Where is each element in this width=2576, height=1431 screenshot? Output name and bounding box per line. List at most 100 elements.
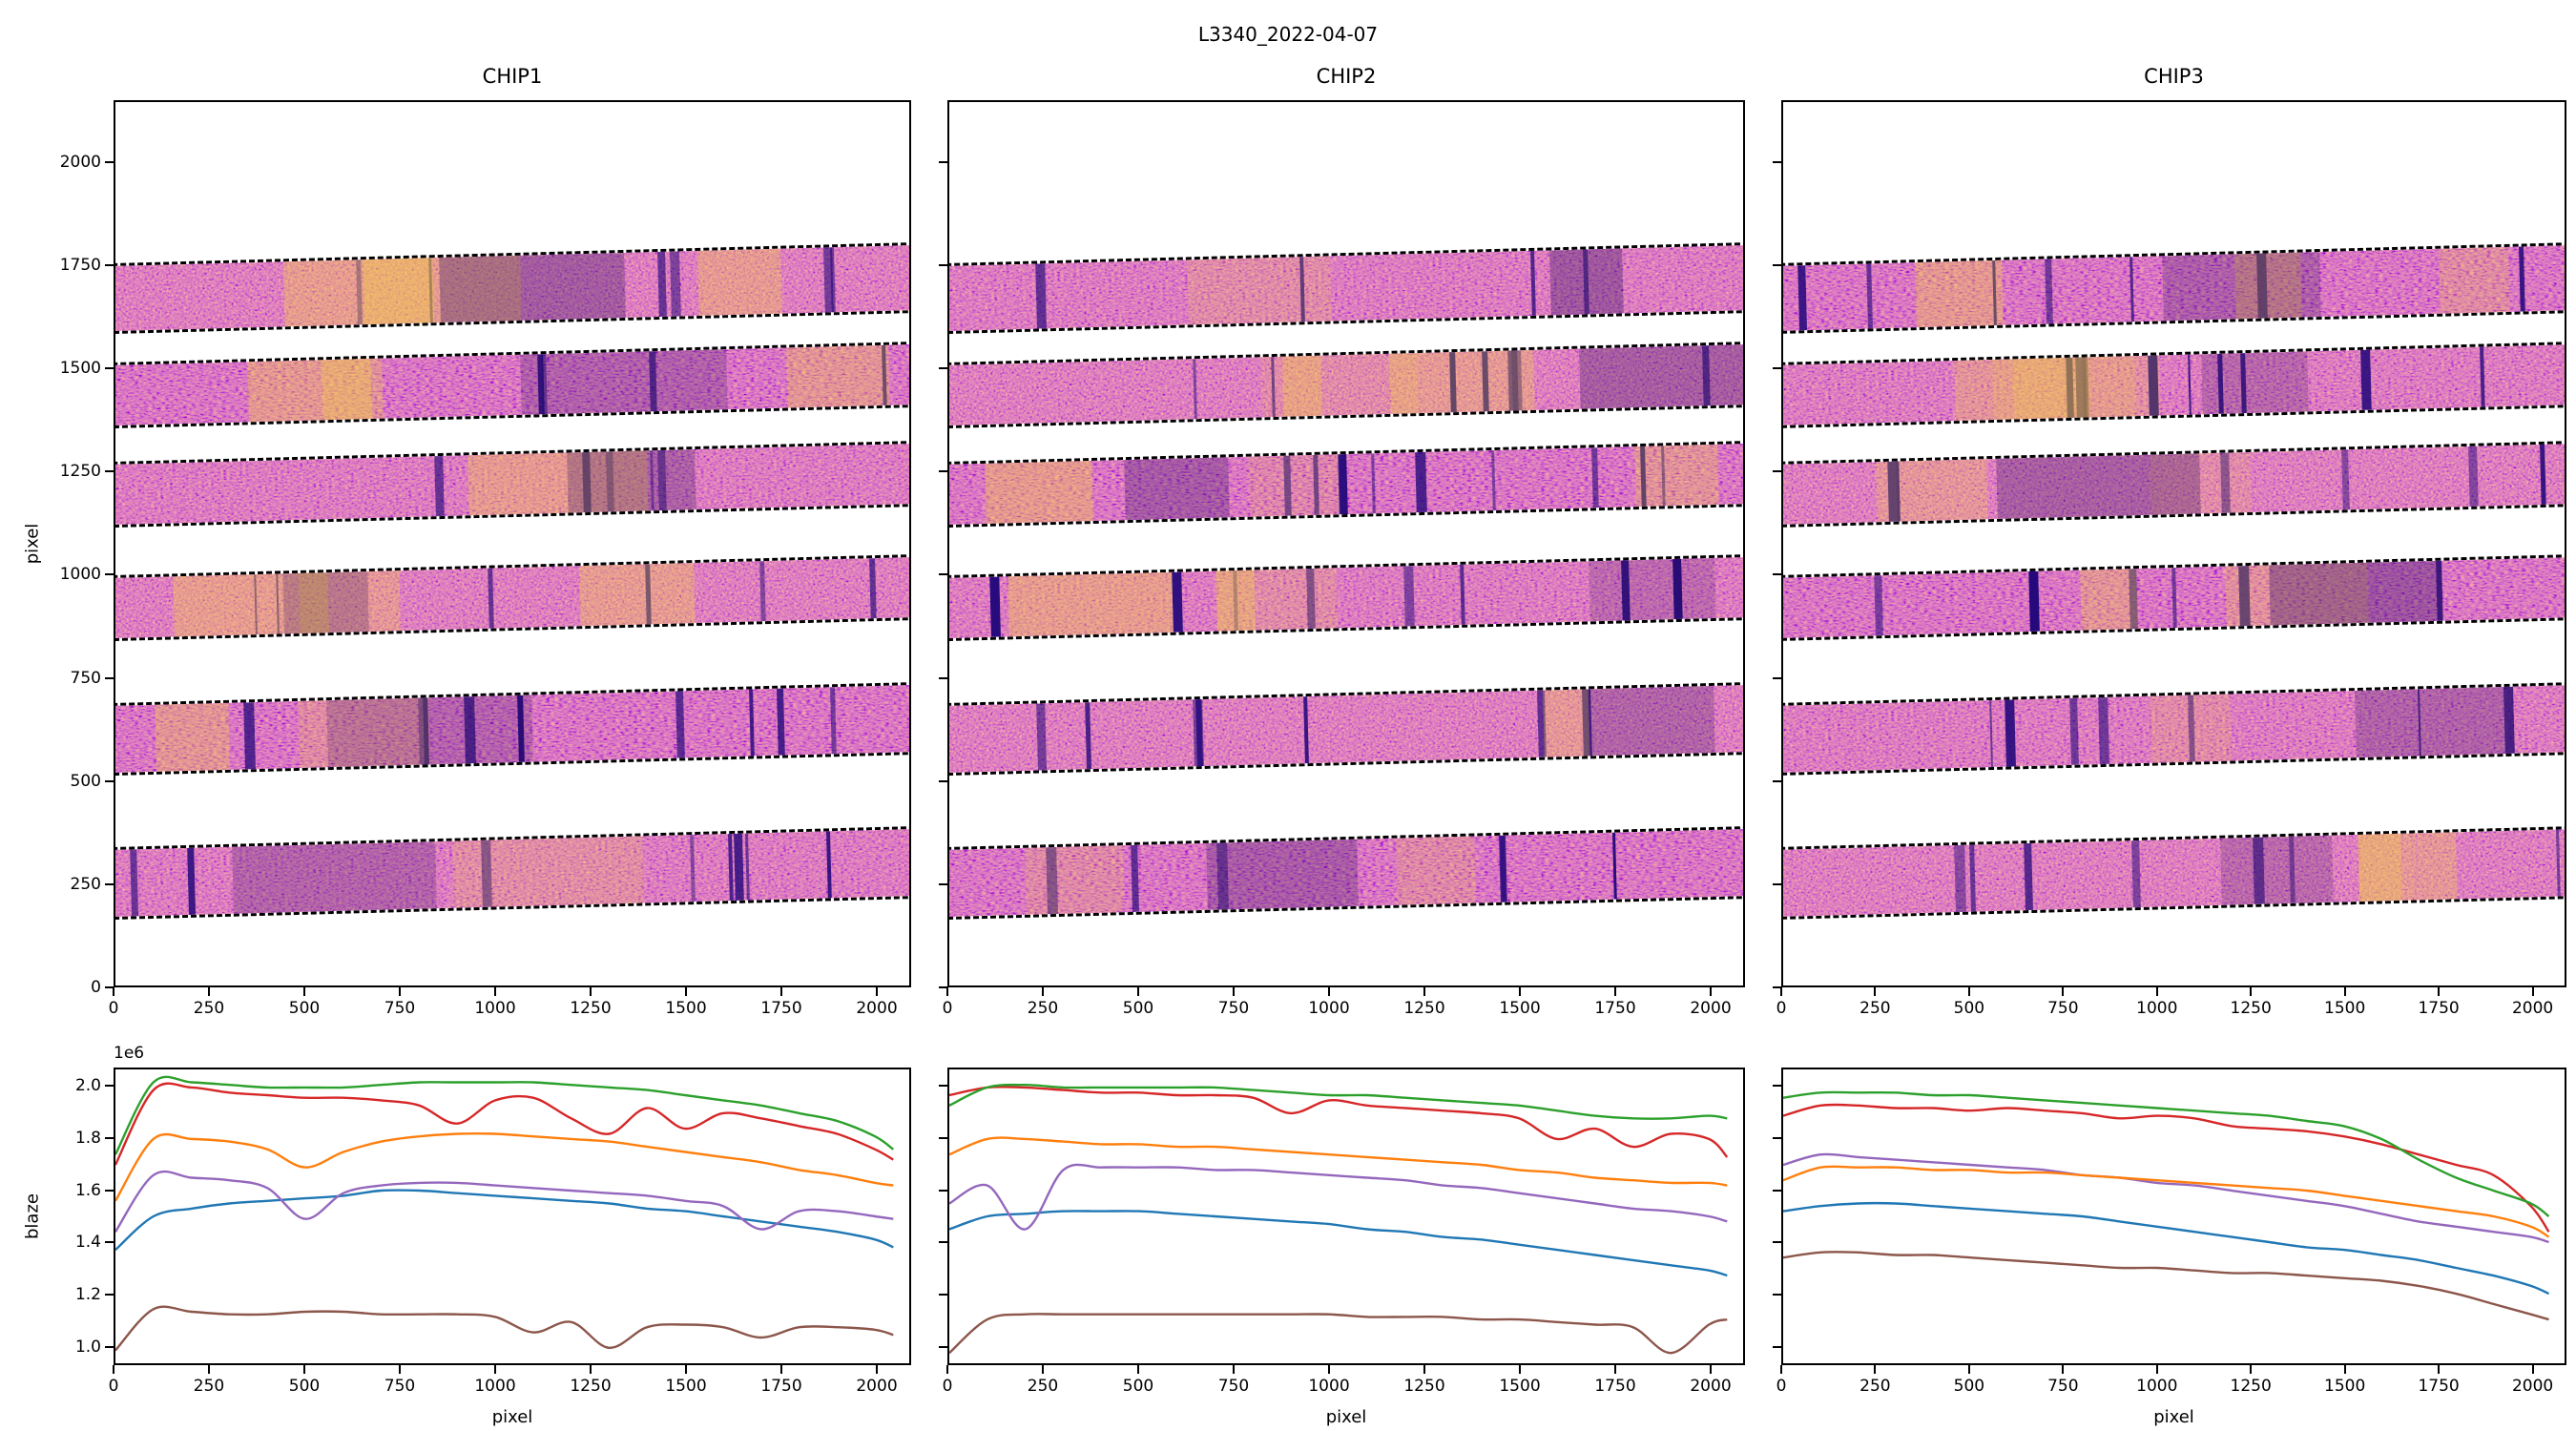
blaze-plot xyxy=(1783,1090,2550,1321)
x-tick-label: 1250 xyxy=(570,1377,612,1396)
x-tick-label: 500 xyxy=(1953,999,1985,1018)
y-tick-mark xyxy=(105,1345,114,1348)
y-tick-mark xyxy=(1773,882,1781,885)
y-offset-text: 1e6 xyxy=(114,1044,145,1063)
stripe-noise-texture xyxy=(115,341,909,429)
detector-image-panel xyxy=(1781,100,2566,987)
x-tick-mark xyxy=(113,987,114,996)
stripe-noise-texture xyxy=(115,553,909,641)
bright-flux-patch xyxy=(1248,453,1340,517)
y-tick-mark xyxy=(1773,1085,1781,1088)
x-tick-mark xyxy=(1328,1365,1330,1374)
x-tick-label: 1500 xyxy=(665,999,707,1018)
blaze-curve-order-5 xyxy=(1783,1201,2550,1296)
x-tick-mark xyxy=(399,987,401,996)
stripe-noise-texture xyxy=(949,341,1743,429)
bright-flux-patch xyxy=(985,460,1093,524)
stripe-noise-texture xyxy=(949,241,1743,334)
dark-flux-patch xyxy=(1206,839,1359,910)
y-tick-mark xyxy=(939,676,947,679)
x-tick-mark xyxy=(2531,987,2534,996)
y-tick-mark xyxy=(1773,160,1781,163)
x-tick-mark xyxy=(2155,1365,2158,1374)
x-tick-mark xyxy=(1042,1365,1044,1374)
x-tick-mark xyxy=(876,987,878,996)
x-tick-label: 1500 xyxy=(1499,999,1541,1018)
x-tick-label: 1750 xyxy=(760,999,802,1018)
y-tick-mark xyxy=(939,264,947,266)
stripe-noise-texture xyxy=(949,681,1743,776)
dark-flux-patch xyxy=(1549,248,1625,315)
y-tick-mark xyxy=(105,779,114,782)
x-tick-mark xyxy=(946,987,948,996)
absorption-line xyxy=(734,833,744,901)
y-tick-mark xyxy=(105,470,114,473)
x-tick-label: 250 xyxy=(193,999,225,1018)
dark-flux-patch xyxy=(438,252,626,322)
x-tick-mark xyxy=(303,987,305,996)
bright-flux-patch xyxy=(1634,444,1719,507)
x-tick-mark xyxy=(1137,1365,1139,1374)
stripe-noise-texture xyxy=(115,440,909,528)
dark-flux-patch xyxy=(1587,685,1715,756)
x-tick-mark xyxy=(1328,987,1330,996)
x-tick-mark xyxy=(2250,987,2253,996)
y-tick-mark xyxy=(1773,986,1781,988)
bottom-xlabel: pixel xyxy=(491,1407,533,1427)
stripe-noise-texture xyxy=(1783,341,2565,428)
y-tick-label: 250 xyxy=(70,874,101,894)
x-tick-mark xyxy=(685,1365,687,1374)
x-tick-label: 750 xyxy=(1217,1377,1250,1396)
blaze-curve-order-5 xyxy=(949,1210,1728,1277)
y-tick-mark xyxy=(105,573,114,576)
x-tick-label: 1000 xyxy=(2136,1377,2178,1396)
stripe-noise-texture xyxy=(949,825,1743,920)
bright-flux-patch xyxy=(1216,567,1339,632)
top-ylabel: pixel xyxy=(22,523,43,565)
spectral-order-stripe xyxy=(115,681,909,776)
y-tick-label: 1250 xyxy=(59,462,101,482)
absorption-line xyxy=(1193,698,1204,766)
x-tick-mark xyxy=(1614,987,1616,996)
y-tick-mark xyxy=(1773,367,1781,370)
y-tick-mark xyxy=(939,779,947,782)
bright-flux-patch xyxy=(578,562,696,626)
y-tick-mark xyxy=(105,882,114,885)
x-tick-label: 750 xyxy=(2047,1377,2079,1396)
bright-flux-patch xyxy=(452,836,645,908)
x-tick-mark xyxy=(876,1365,878,1374)
x-tick-label: 750 xyxy=(2047,999,2079,1018)
y-tick-label: 1000 xyxy=(59,565,101,585)
x-tick-label: 1250 xyxy=(2230,999,2272,1018)
absorption-line xyxy=(823,247,834,312)
x-tick-label: 2000 xyxy=(1690,1377,1732,1396)
detector-plot-area xyxy=(115,102,909,985)
stripe-noise-texture xyxy=(115,681,909,776)
dark-flux-patch xyxy=(232,841,437,914)
spectral-order-stripe xyxy=(115,553,909,641)
dark-flux-patch xyxy=(2268,560,2442,626)
y-tick-label: 750 xyxy=(70,668,101,688)
absorption-line xyxy=(2098,696,2109,764)
bright-flux-patch xyxy=(1542,688,1590,757)
bright-flux-patch xyxy=(1914,259,2004,327)
y-tick-mark xyxy=(939,1189,947,1192)
dark-flux-patch xyxy=(2201,351,2310,415)
x-tick-label: 1000 xyxy=(2136,999,2178,1018)
blaze-curve-order-2 xyxy=(1783,1103,2550,1233)
x-tick-mark xyxy=(1874,1365,1877,1374)
x-tick-mark xyxy=(1137,987,1139,996)
dark-flux-patch xyxy=(2162,251,2321,321)
y-tick-mark xyxy=(105,1136,114,1139)
blaze-curve-order-4 xyxy=(1783,1152,2549,1244)
blaze-panel xyxy=(114,1068,911,1365)
y-tick-mark xyxy=(105,1189,114,1192)
bright-flux-patch xyxy=(1187,256,1333,324)
x-tick-mark xyxy=(590,987,592,996)
blaze-curve-order-1 xyxy=(1783,1090,2550,1217)
absorption-line xyxy=(434,455,445,516)
x-tick-label: 0 xyxy=(1776,999,1787,1018)
x-tick-label: 2000 xyxy=(1690,999,1732,1018)
x-tick-mark xyxy=(685,987,687,996)
spectral-order-stripe xyxy=(1783,681,2565,776)
